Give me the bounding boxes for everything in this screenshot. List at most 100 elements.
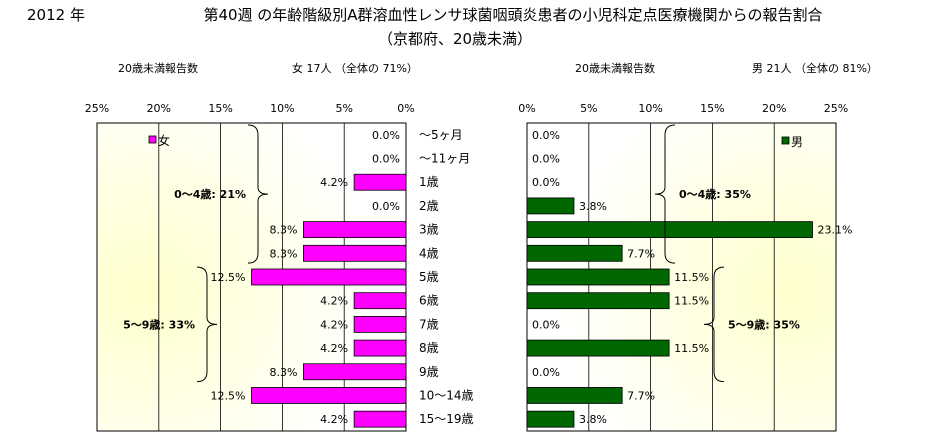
age-category-label: 3歳: [419, 223, 439, 237]
left-tick-label: 15%: [208, 102, 232, 115]
male-legend-swatch: [781, 136, 790, 145]
right-tick-label: 0%: [518, 102, 535, 115]
female-bar-label: 4.2%: [320, 318, 348, 331]
age-category-label: ～5ヶ月: [419, 128, 463, 142]
female-legend-label: 女: [158, 133, 170, 148]
group-brace: [196, 266, 218, 383]
female-total-label: 女 17人 （全体の 71%）: [292, 61, 418, 75]
female-group-label: 5～9歳: 33%: [123, 317, 195, 331]
male-bar: [526, 244, 623, 262]
male-bar-group: 23.1%: [526, 221, 852, 239]
right-tick-label: 5%: [580, 102, 597, 115]
age-category-label: 1歳: [419, 175, 439, 189]
female-bar-label: 0.0%: [372, 200, 400, 213]
female-bar-label: 4.2%: [320, 295, 348, 308]
female-bar-label: 4.2%: [320, 413, 348, 426]
female-bar: [303, 221, 407, 239]
right-report-count-label: 20歳未満報告数: [575, 62, 655, 75]
male-bar-label: 7.7%: [627, 389, 655, 402]
male-bar-label: 0.0%: [532, 366, 560, 379]
right-tick-label: 10%: [638, 102, 662, 115]
female-bar: [353, 315, 407, 333]
left-tick-label: 25%: [85, 102, 109, 115]
female-bar-group: 4.2%: [320, 173, 407, 191]
male-bar: [526, 292, 670, 310]
female-legend-swatch: [148, 135, 157, 144]
female-bar-label: 0.0%: [372, 153, 400, 166]
female-bar-group: 0.0%: [372, 129, 400, 142]
female-bar: [303, 244, 407, 262]
male-bar-label: 7.7%: [627, 247, 655, 260]
female-bar: [353, 410, 407, 428]
female-bar: [251, 268, 407, 286]
year-label: 2012 年: [27, 6, 85, 24]
female-bar-label: 4.2%: [320, 176, 348, 189]
male-bar: [526, 339, 670, 357]
group-brace: [247, 124, 269, 264]
male-bar: [526, 387, 623, 404]
female-bar: [251, 387, 407, 404]
female-bar-group: 0.0%: [372, 153, 400, 166]
male-group-label: 5～9歳: 35%: [728, 317, 800, 331]
female-bar-group: 8.3%: [269, 363, 407, 381]
left-tick-label: 20%: [147, 102, 171, 115]
male-bar: [526, 197, 575, 215]
female-bar-group: 4.2%: [320, 315, 407, 333]
male-bar-label: 11.5%: [674, 342, 709, 355]
chart-subtitle: （京都府、20歳未満）: [378, 30, 532, 48]
female-bar: [303, 363, 407, 381]
age-group-braces: 0～4歳: 21% 5～9歳: 33% 0～4歳: 35% 5～9歳: 35%: [123, 124, 800, 383]
female-bar-label: 0.0%: [372, 129, 400, 142]
female-bar-label: 12.5%: [211, 389, 246, 402]
male-bar-label: 0.0%: [532, 176, 560, 189]
right-tick-label: 25%: [824, 102, 848, 115]
male-bar-group: 3.8%: [526, 410, 607, 428]
male-group-label: 0～4歳: 35%: [679, 187, 751, 201]
chart-title: 第40週 の年齢階級別A群溶血性レンサ球菌咽頭炎患者の小児科定点医療機関からの報…: [203, 6, 822, 24]
female-bar-label: 8.3%: [269, 224, 297, 237]
age-category-label: 6歳: [419, 294, 439, 308]
female-bar-group: 12.5%: [211, 387, 407, 404]
female-bar-group: 12.5%: [211, 268, 407, 286]
age-category-label: ～11ヶ月: [419, 152, 470, 166]
male-bar-group: 0.0%: [532, 129, 560, 142]
male-bars: 0.0% 0.0% 0.0% 3.8% 23.1% 7.7% 11.5% 11.5% 0.0% 1…: [526, 129, 852, 428]
male-bar-label: 0.0%: [532, 129, 560, 142]
age-category-label: 2歳: [419, 199, 439, 213]
male-bar-label: 11.5%: [674, 295, 709, 308]
female-bar-label: 8.3%: [269, 366, 297, 379]
left-tick-label: 0%: [397, 102, 414, 115]
female-bar-group: 8.3%: [269, 244, 407, 262]
male-bar-group: 0.0%: [532, 176, 560, 189]
female-bar-group: 8.3%: [269, 221, 407, 239]
left-report-count-label: 20歳未満報告数: [118, 62, 198, 75]
right-tick-label: 20%: [762, 102, 786, 115]
female-bars: 0.0% 0.0% 4.2% 0.0% 8.3% 8.3% 12.5% 4.2% 4.2% 4.2…: [211, 129, 407, 428]
male-bar-group: 0.0%: [532, 366, 560, 379]
age-category-label: 10～14歳: [419, 388, 474, 402]
male-bar-group: 0.0%: [532, 318, 560, 331]
age-category-labels: ～5ヶ月 ～11ヶ月 1歳 2歳 3歳 4歳 5歳 6歳 7歳 8歳 9歳 10～14歳 15～19歳: [419, 128, 474, 426]
left-tick-label: 10%: [270, 102, 294, 115]
female-bar-label: 8.3%: [269, 247, 297, 260]
right-tick-label: 15%: [700, 102, 724, 115]
left-axis-ticks: 25% 20% 15% 10% 5% 0%: [85, 102, 415, 115]
male-legend-label: 男: [791, 135, 803, 149]
male-bar: [526, 221, 813, 239]
female-bar-label: 4.2%: [320, 342, 348, 355]
age-category-label: 8歳: [419, 341, 439, 355]
male-bar-label: 3.8%: [579, 413, 607, 426]
left-tick-label: 5%: [335, 102, 352, 115]
age-category-label: 4歳: [419, 246, 439, 260]
male-bar-group: 7.7%: [526, 244, 655, 262]
female-bar: [353, 339, 407, 357]
male-total-label: 男 21人 （全体の 81%）: [752, 61, 878, 75]
male-bar-group: 7.7%: [526, 387, 655, 404]
right-axis-ticks: 0% 5% 10% 15% 20% 25%: [518, 102, 848, 115]
group-brace: [654, 124, 676, 264]
age-category-label: 5歳: [419, 270, 439, 284]
male-bar-group: 3.8%: [526, 197, 607, 215]
female-bar: [353, 292, 407, 310]
